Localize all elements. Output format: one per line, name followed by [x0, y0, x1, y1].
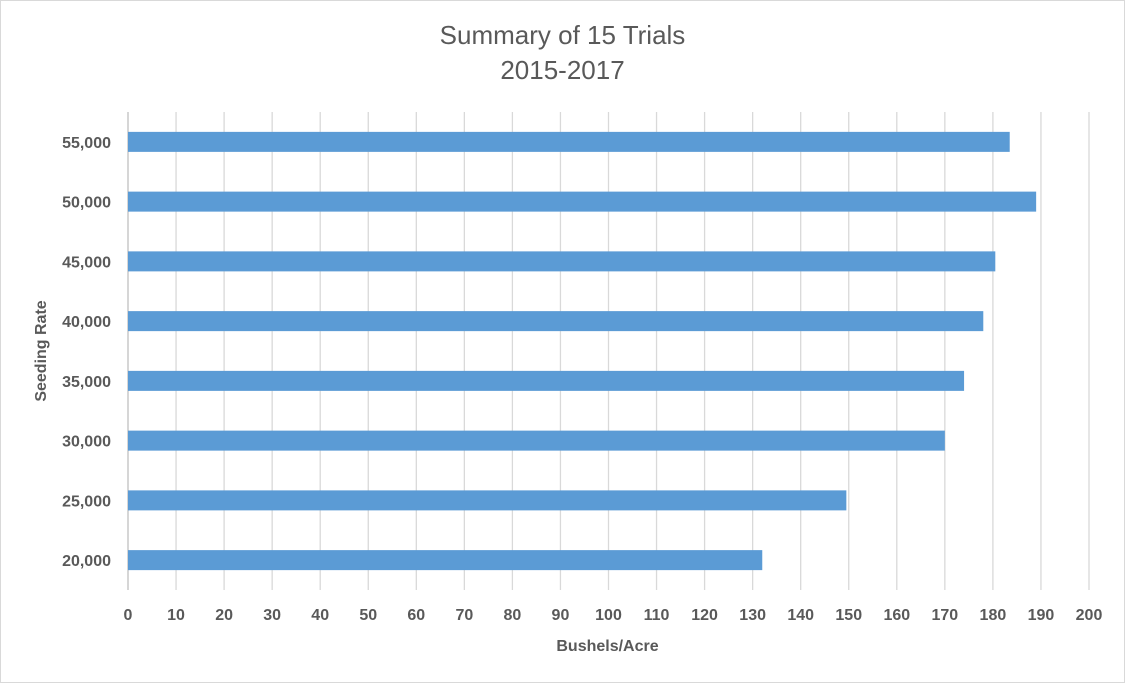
bar-20000 [128, 550, 763, 571]
y-tick-label: 30,000 [62, 434, 111, 451]
bar-30000 [128, 430, 945, 451]
y-tick-label: 35,000 [62, 374, 111, 391]
x-axis-title: Bushels/Acre [556, 638, 658, 655]
x-tick-label: 160 [883, 607, 910, 624]
x-tick-label: 0 [124, 607, 133, 624]
y-tick-label: 55,000 [62, 135, 111, 152]
x-tick-label: 70 [455, 607, 473, 624]
x-tick-label: 140 [787, 607, 814, 624]
x-tick-label: 60 [407, 607, 425, 624]
x-tick-label: 150 [835, 607, 862, 624]
bar-55000 [128, 131, 1010, 152]
y-axis-title: Seeding Rate [33, 300, 50, 401]
x-tick-label: 110 [644, 607, 670, 624]
x-tick-label: 170 [931, 607, 958, 624]
x-tick-label: 40 [311, 607, 329, 624]
x-tick-label: 50 [359, 607, 377, 624]
x-tick-label: 20 [215, 607, 233, 624]
y-axis-ticks: 20,000 25,000 30,000 35,000 40,000 45,000 50,0… [62, 135, 111, 570]
bar-35000 [128, 370, 965, 391]
x-tick-label: 130 [739, 607, 766, 624]
y-tick-label: 20,000 [62, 553, 111, 570]
y-tick-label: 45,000 [62, 254, 111, 271]
y-tick-label: 50,000 [62, 195, 111, 212]
x-tick-label: 190 [1028, 607, 1055, 624]
x-tick-label: 180 [980, 607, 1007, 624]
x-tick-label: 10 [167, 607, 185, 624]
gridlines [127, 112, 1090, 590]
x-axis-ticks: 0 10 20 30 40 50 60 70 80 90 100 110 120 130 140 150 160… [124, 607, 1103, 624]
y-tick-label: 40,000 [62, 314, 111, 331]
bar-40000 [128, 311, 984, 332]
x-tick-label: 90 [552, 607, 570, 624]
chart-title-block: Summary of 15 Trials 2015-2017 [0, 18, 1125, 88]
bars [128, 131, 1037, 571]
bar-25000 [128, 490, 847, 511]
x-tick-label: 30 [263, 607, 281, 624]
x-tick-label: 120 [691, 607, 718, 624]
bar-50000 [128, 191, 1037, 212]
chart-subtitle: 2015-2017 [500, 55, 625, 85]
x-tick-label: 80 [504, 607, 522, 624]
chart-title: Summary of 15 Trials [439, 20, 686, 50]
bar-45000 [128, 251, 996, 272]
y-tick-label: 25,000 [62, 493, 111, 510]
x-tick-label: 100 [595, 607, 622, 624]
x-tick-label: 200 [1076, 607, 1103, 624]
